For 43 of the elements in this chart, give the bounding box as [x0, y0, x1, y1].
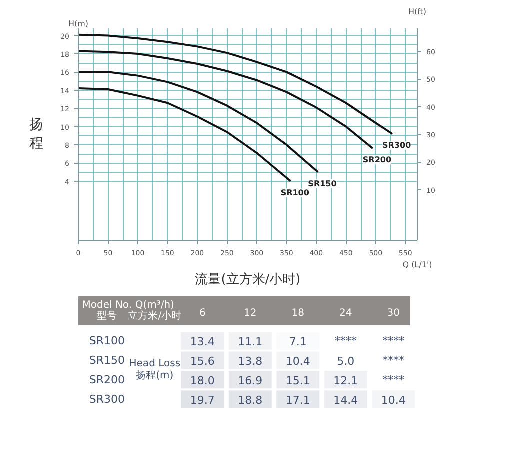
data-label: 10.4: [381, 394, 406, 407]
line-series: [78, 50, 374, 150]
data-label: 10.4: [286, 355, 310, 368]
data-label: 5.0: [337, 355, 355, 368]
series-label: SR200: [362, 156, 392, 165]
text: ****: [382, 354, 405, 367]
y-tick-label: SR100: [89, 334, 125, 348]
data-label: 18.0: [190, 374, 215, 388]
data-label: 12.1: [334, 374, 358, 388]
y2-axis-title: H(ft): [408, 8, 427, 16]
x-tick-label: 12: [244, 308, 257, 319]
y-tick-label: SR200: [89, 373, 125, 386]
series-label: SR300: [382, 141, 412, 150]
text: ****: [334, 334, 357, 348]
x-axis-title: Q (L/1'): [402, 260, 432, 270]
data-label: 15.1: [286, 374, 310, 388]
line-series: [78, 34, 394, 136]
text: 流量(立方米/小时): [195, 272, 301, 288]
y-axis-title: H(m): [68, 20, 89, 28]
x-tick-label: 18: [292, 308, 305, 319]
series-label: SR100: [280, 188, 310, 198]
data-label: 18.8: [238, 394, 263, 407]
annotation: Head Loss 扬程(m): [129, 358, 181, 382]
data-label: 13.8: [238, 355, 263, 368]
data-label: 16.9: [238, 374, 263, 388]
data-label: 13.4: [190, 336, 215, 349]
x-tick-label: 30: [387, 308, 400, 319]
data-label: 17.1: [286, 394, 310, 407]
line-series: [78, 88, 292, 182]
text: 扬程: [30, 116, 44, 152]
data-label: 11.1: [238, 336, 263, 349]
y-tick-label: SR150: [89, 354, 125, 367]
data-label: 19.7: [190, 394, 215, 407]
data-label: 14.4: [334, 394, 358, 407]
x-tick-label: 6: [199, 308, 206, 319]
data-label: 7.1: [289, 336, 307, 349]
text: ****: [382, 334, 405, 348]
x-tick-label: 24: [340, 308, 352, 319]
text: ****: [382, 373, 405, 386]
series-label: SR150: [308, 179, 338, 188]
data-label: 15.6: [190, 355, 215, 368]
line-series: [78, 71, 320, 174]
y-tick-label: SR300: [89, 392, 125, 406]
